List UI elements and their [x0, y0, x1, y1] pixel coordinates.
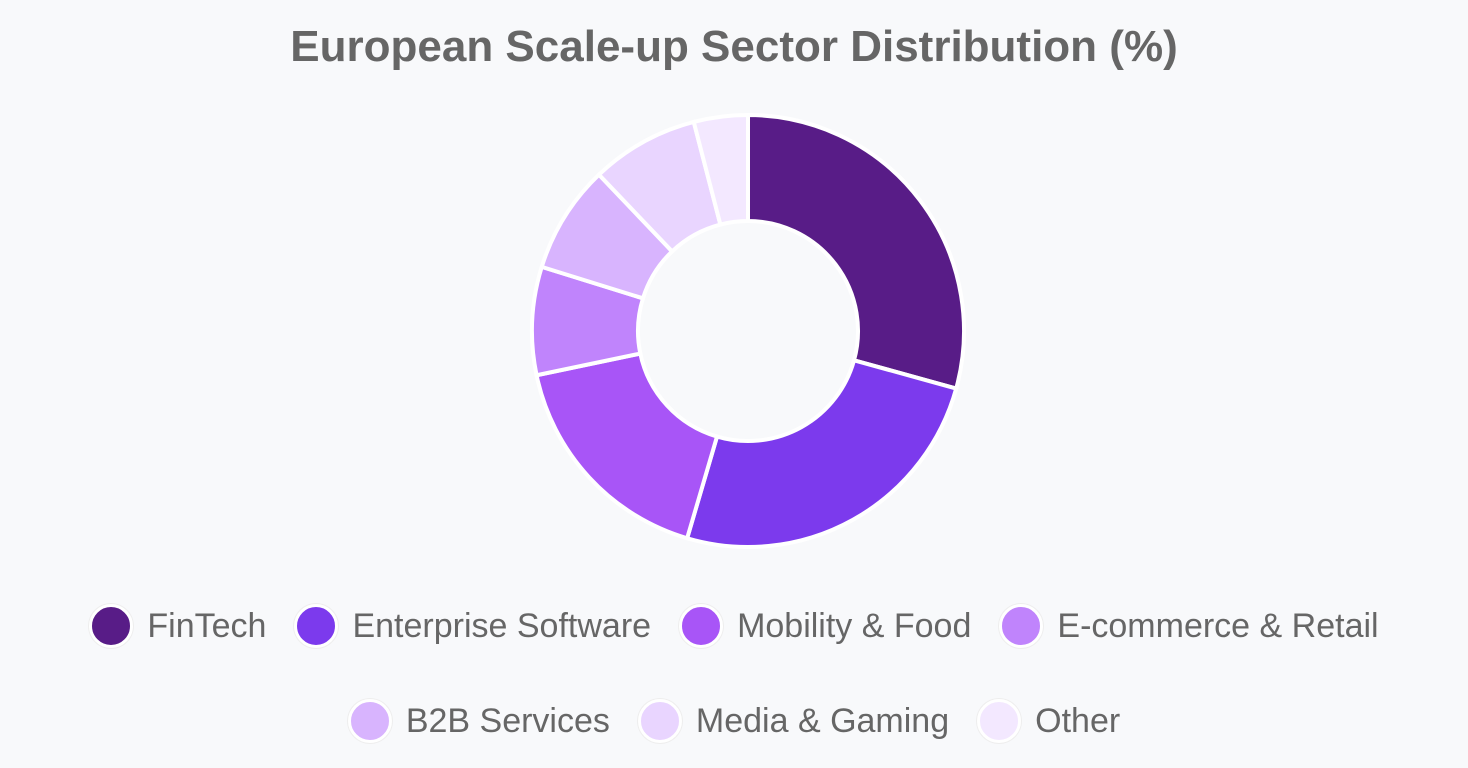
legend-row-1: FinTech Enterprise Software Mobility & Foo… [0, 604, 1468, 648]
legend-item[interactable]: Enterprise Software [294, 604, 651, 648]
legend-label: Enterprise Software [352, 606, 652, 645]
donut-chart [532, 112, 966, 549]
legend-label: Mobility & Food [737, 606, 972, 645]
chart-title: European Scale-up Sector Distribution (%… [290, 22, 1178, 71]
slice-mobility-food[interactable] [534, 351, 720, 541]
slice-other[interactable] [691, 112, 750, 227]
legend-swatch [294, 604, 339, 648]
slice-enterprise-software[interactable] [684, 357, 959, 549]
legend-swatch [999, 604, 1044, 648]
legend-swatch [347, 699, 392, 743]
legend-label: FinTech [147, 606, 267, 645]
legend-swatch [637, 699, 682, 743]
legend-swatch [89, 604, 134, 648]
legend-label: B2B Services [405, 701, 610, 740]
legend-row-2: B2B Services Media & Gaming Other [0, 699, 1468, 743]
legend-label: E-commerce & Retail [1057, 606, 1379, 645]
legend-item[interactable]: B2B Services [347, 699, 610, 743]
legend-swatch [977, 699, 1022, 743]
legend-label: Other [1035, 701, 1121, 740]
legend-item[interactable]: E-commerce & Retail [999, 604, 1379, 648]
legend-item[interactable]: Mobility & Food [679, 604, 971, 648]
legend-label: Media & Gaming [695, 701, 950, 740]
slice-fintech[interactable] [746, 112, 966, 392]
legend-swatch [679, 604, 724, 648]
legend-item[interactable]: Media & Gaming [637, 699, 950, 743]
legend-item[interactable]: FinTech [89, 604, 266, 648]
legend-item[interactable]: Other [977, 699, 1120, 743]
